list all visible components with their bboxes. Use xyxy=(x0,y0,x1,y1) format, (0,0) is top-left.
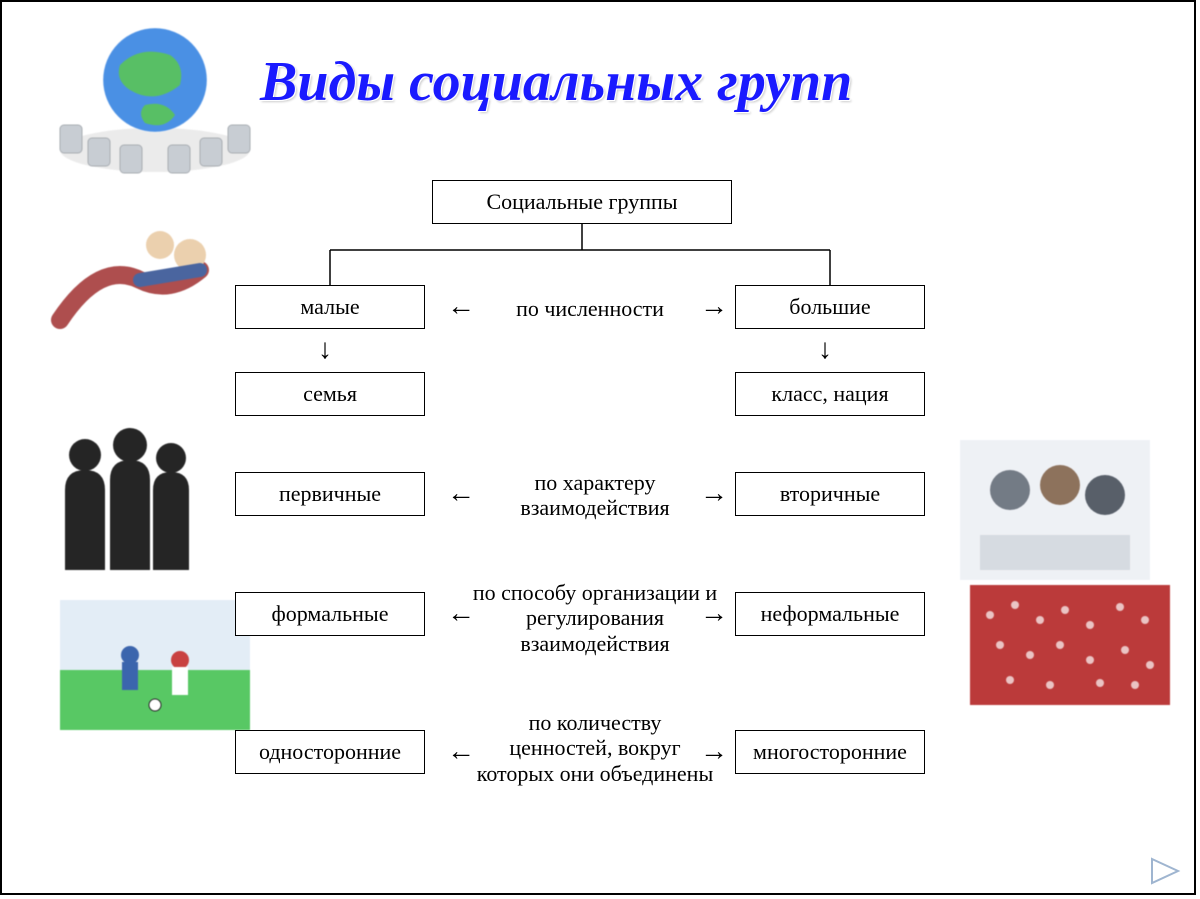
crowd-illustration xyxy=(970,585,1170,705)
criterion-label: по способу организации и регулирования в… xyxy=(470,580,720,656)
right-box: вторичные xyxy=(735,472,925,516)
right-example-box: класс, нация xyxy=(735,372,925,416)
right-box: большие xyxy=(735,285,925,329)
slide-title: Виды социальных групп xyxy=(260,50,852,114)
right-box: многосторонние xyxy=(735,730,925,774)
arrow-right-icon: → xyxy=(700,738,728,766)
arrow-right-icon: → xyxy=(700,480,728,508)
left-box: малые xyxy=(235,285,425,329)
arrow-left-icon: ← xyxy=(447,600,475,628)
left-box: односторонние xyxy=(235,730,425,774)
left-box: формальные xyxy=(235,592,425,636)
left-box: первичные xyxy=(235,472,425,516)
criterion-label: по характеру взаимодействия xyxy=(495,470,695,521)
criterion-label: по численности xyxy=(500,296,680,321)
arrow-right-icon: → xyxy=(700,600,728,628)
root-box: Социальные группы xyxy=(432,180,732,224)
arrow-down-icon: ↓ xyxy=(818,336,832,364)
meeting-illustration xyxy=(960,440,1150,580)
left-example-box: семья xyxy=(235,372,425,416)
arrow-left-icon: ← xyxy=(447,293,475,321)
next-slide-button[interactable] xyxy=(1148,857,1182,885)
globe-meeting-illustration xyxy=(50,10,260,180)
arrow-down-icon: ↓ xyxy=(318,336,332,364)
people-pulling-illustration xyxy=(40,200,220,350)
arrow-right-icon: → xyxy=(700,293,728,321)
arrow-left-icon: ← xyxy=(447,480,475,508)
silhouette-group-illustration xyxy=(35,400,205,580)
football-illustration xyxy=(60,600,250,730)
criterion-label: по количеству ценностей, вокруг которых … xyxy=(475,710,715,786)
right-box: неформальные xyxy=(735,592,925,636)
arrow-left-icon: ← xyxy=(447,738,475,766)
